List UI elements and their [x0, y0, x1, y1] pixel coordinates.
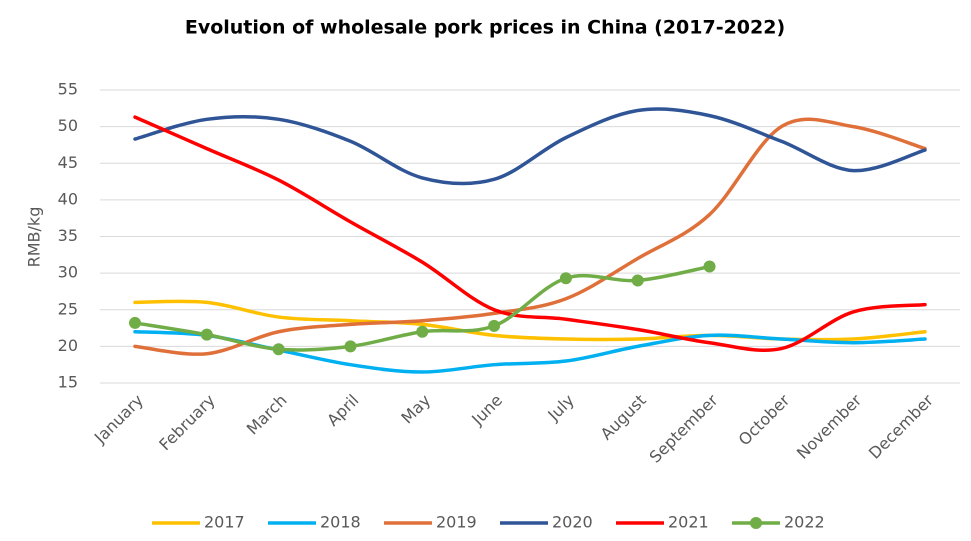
y-tick-label: 15 [58, 373, 78, 392]
point [416, 325, 429, 338]
y-tick-label: 55 [58, 80, 78, 99]
chart-title: Evolution of wholesale pork prices in Ch… [185, 17, 785, 39]
point [488, 319, 501, 332]
legend-label: 2019 [436, 513, 477, 532]
x-tick-label: July [543, 391, 577, 425]
y-tick-label: 50 [58, 116, 78, 135]
y-tick-label: 45 [58, 153, 78, 172]
legend-label: 2017 [204, 513, 245, 532]
legend-label: 2020 [552, 513, 593, 532]
x-tick-label: May [397, 391, 434, 428]
x-tick-label: November [793, 390, 866, 463]
x-tick-label: January [90, 391, 147, 448]
point [344, 340, 357, 353]
x-tick-label: June [467, 391, 506, 430]
series-line [133, 115, 927, 353]
x-tick-label: August [597, 391, 650, 444]
y-tick-label: 20 [58, 336, 78, 355]
point [559, 272, 572, 285]
point [200, 328, 213, 341]
y-axis-label: RMB/kg [25, 207, 44, 268]
y-tick-label: 40 [58, 189, 78, 208]
point [272, 343, 285, 356]
x-tick-label: April [323, 391, 362, 430]
x-tick-label: September [646, 390, 722, 466]
x-tick-label: March [243, 391, 291, 439]
legend-marker [750, 517, 762, 529]
y-tick-label: 25 [58, 299, 78, 318]
series-line [133, 107, 927, 186]
x-tick-label: February [155, 391, 219, 455]
y-tick-label: 30 [58, 263, 78, 282]
point [631, 274, 644, 287]
x-tick-label: December [865, 390, 937, 462]
x-tick-label: October [735, 390, 794, 449]
point [703, 260, 716, 273]
legend-label: 2018 [320, 513, 361, 532]
point [129, 316, 141, 329]
legend-label: 2022 [784, 513, 825, 532]
y-tick-label: 35 [58, 226, 78, 245]
series-line [133, 117, 927, 356]
legend-label: 2021 [668, 513, 709, 532]
